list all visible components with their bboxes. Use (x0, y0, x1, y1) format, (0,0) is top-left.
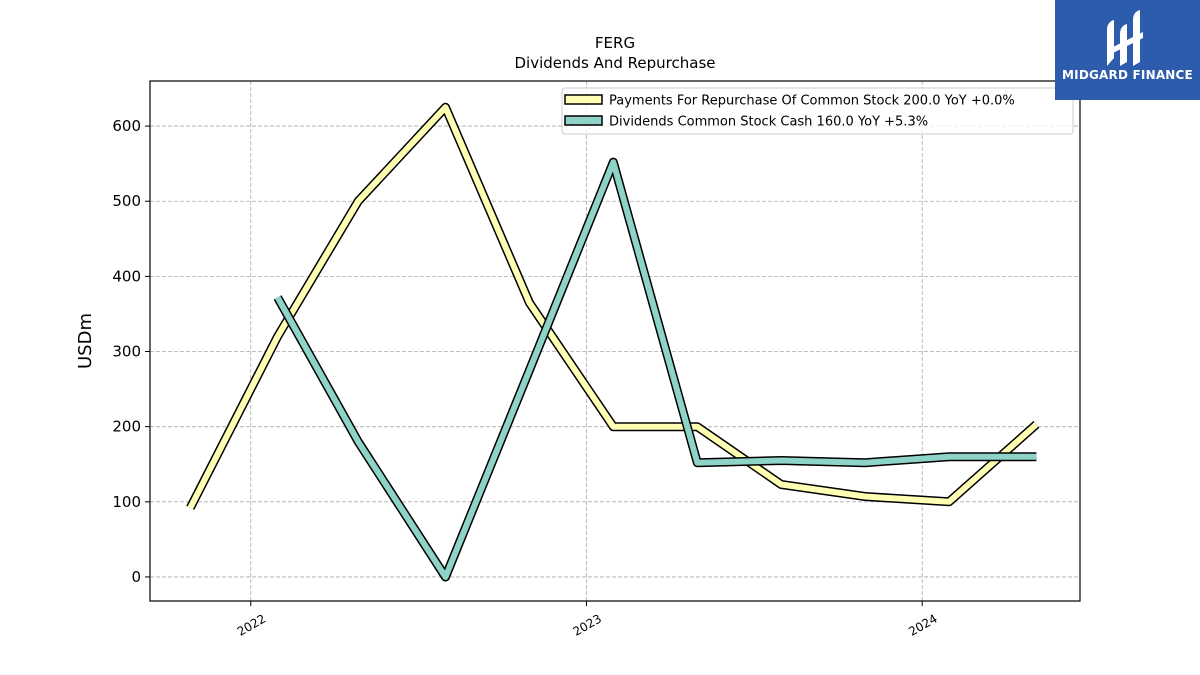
legend-box (561, 87, 1074, 135)
legend-label-1: Dividends Common Stock Cash 160.0 YoY +5… (609, 115, 928, 130)
series-line-1 (274, 159, 1037, 580)
y-tick-label: 300 (112, 343, 141, 361)
x-tick-label: 2022 (235, 611, 268, 638)
legend-label-0: Payments For Repurchase Of Common Stock … (609, 94, 1015, 109)
y-tick-label: 200 (112, 418, 141, 436)
series-group (186, 102, 1040, 582)
plot-frame (149, 80, 1081, 602)
y-tick-label: 500 (112, 192, 141, 210)
midgard-finance-logo: MIDGARD FINANCE (1055, 0, 1200, 100)
logo-text: MIDGARD FINANCE (1062, 68, 1193, 82)
x-tick-label: 2024 (906, 611, 939, 638)
series-line-0 (187, 104, 1039, 510)
y-tick-label: 400 (112, 267, 141, 285)
midgard-logo-icon (1107, 10, 1143, 66)
legend: Payments For Repurchase Of Common Stock … (561, 87, 1074, 135)
y-tick-label: 600 (112, 117, 141, 135)
chart-subtitle: Dividends And Repurchase (514, 54, 715, 72)
y-tick-label: 100 (112, 493, 141, 511)
legend-swatch-1 (564, 115, 603, 126)
chart-title: FERG (595, 34, 635, 52)
y-axis-label: USDm (75, 313, 96, 369)
y-tick-label: 0 (131, 568, 141, 586)
axis-ticks: 0 100 200 300 400 500 600 2022 2023 2024 (112, 117, 939, 639)
legend-swatch-0 (564, 94, 603, 105)
x-tick-label: 2023 (571, 611, 604, 638)
